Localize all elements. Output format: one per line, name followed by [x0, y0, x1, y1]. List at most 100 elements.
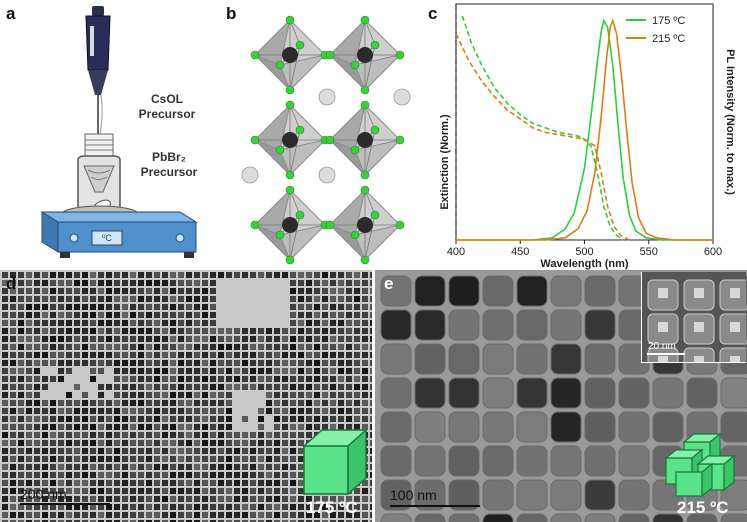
nanocube [362, 272, 368, 278]
nanocube [106, 432, 112, 438]
nanocube [74, 304, 80, 310]
nanocube [26, 520, 32, 522]
nanocube [66, 272, 72, 278]
nanocube [178, 480, 184, 486]
nanocube [138, 424, 144, 430]
nanocube [50, 432, 56, 438]
nanocube [122, 312, 128, 318]
nanocube [162, 472, 168, 478]
nanocube [234, 520, 240, 522]
nanocube [322, 376, 328, 382]
nanocube [354, 384, 360, 390]
nanocube [202, 408, 208, 414]
nanocube [354, 392, 360, 398]
nanocube [720, 411, 747, 443]
nanocube [58, 400, 64, 406]
nanocube [42, 520, 48, 522]
nanocube [370, 272, 372, 278]
nanocube [146, 416, 152, 422]
nanocube [74, 480, 80, 486]
nanocube [122, 432, 128, 438]
nanocube [584, 513, 616, 522]
nanocube [202, 360, 208, 366]
nanocube [122, 472, 128, 478]
nanocube [314, 520, 320, 522]
nanocube [122, 368, 128, 374]
nanocube [82, 440, 88, 446]
nanocube [234, 384, 240, 390]
x-tick-label: 450 [511, 246, 529, 258]
nanocube [298, 312, 304, 318]
nanocube [290, 360, 296, 366]
nanocube [210, 464, 216, 470]
nanocube [234, 448, 240, 454]
nanocube [338, 288, 344, 294]
nanocube [194, 408, 200, 414]
nanocube [330, 360, 336, 366]
nanocube [282, 384, 288, 390]
nanocube [290, 472, 296, 478]
nanocube [90, 312, 96, 318]
nanocube [274, 424, 280, 430]
nanocube [226, 400, 232, 406]
nanocube [258, 384, 264, 390]
nanocube [34, 464, 40, 470]
nanocube [26, 312, 32, 318]
nanocube [50, 400, 56, 406]
nanocube [90, 360, 96, 366]
nanocube [122, 408, 128, 414]
nanocube [42, 464, 48, 470]
nanocube [194, 288, 200, 294]
nanocube [42, 296, 48, 302]
nanocube [322, 384, 328, 390]
nanocube [74, 360, 80, 366]
nanocube [226, 352, 232, 358]
nanocube [122, 376, 128, 382]
nanocube [138, 344, 144, 350]
nanocube [74, 504, 80, 510]
nanocube [226, 336, 232, 342]
nanocube [122, 520, 128, 522]
nanocube [234, 344, 240, 350]
nanocube [210, 480, 216, 486]
nanocube [26, 424, 32, 430]
nanocube [90, 296, 96, 302]
nanocube [50, 304, 56, 310]
series-line-extinction-2 [461, 15, 624, 241]
nanocube [298, 504, 304, 510]
nanocube [82, 336, 88, 342]
nanocube [34, 416, 40, 422]
nanocube [266, 480, 272, 486]
nanocube [58, 488, 64, 494]
nanocube [274, 272, 280, 278]
nanocube [448, 411, 480, 443]
nanocube [18, 400, 24, 406]
nanocube [146, 320, 152, 326]
nanocube [448, 513, 480, 522]
nanocube [290, 440, 296, 446]
nanocube [330, 408, 336, 414]
nanocube [370, 384, 372, 390]
nanocube [346, 376, 352, 382]
nanocube [210, 304, 216, 310]
nanocube [170, 312, 176, 318]
nanocube [482, 309, 514, 341]
nanocube [210, 408, 216, 414]
nanocube [250, 472, 256, 478]
nanocube [10, 392, 16, 398]
nanocube [106, 272, 112, 278]
nanocube [154, 368, 160, 374]
nanocube [362, 320, 368, 326]
nanocube [26, 392, 32, 398]
nanocube [282, 440, 288, 446]
nanocube [162, 424, 168, 430]
nanocube [186, 328, 192, 334]
nanocube [550, 445, 582, 477]
nanocube [202, 376, 208, 382]
nanocube [202, 312, 208, 318]
nanocube [414, 411, 446, 443]
nanocube [34, 432, 40, 438]
nanocube [130, 288, 136, 294]
nanocube [234, 336, 240, 342]
nanocube [162, 408, 168, 414]
